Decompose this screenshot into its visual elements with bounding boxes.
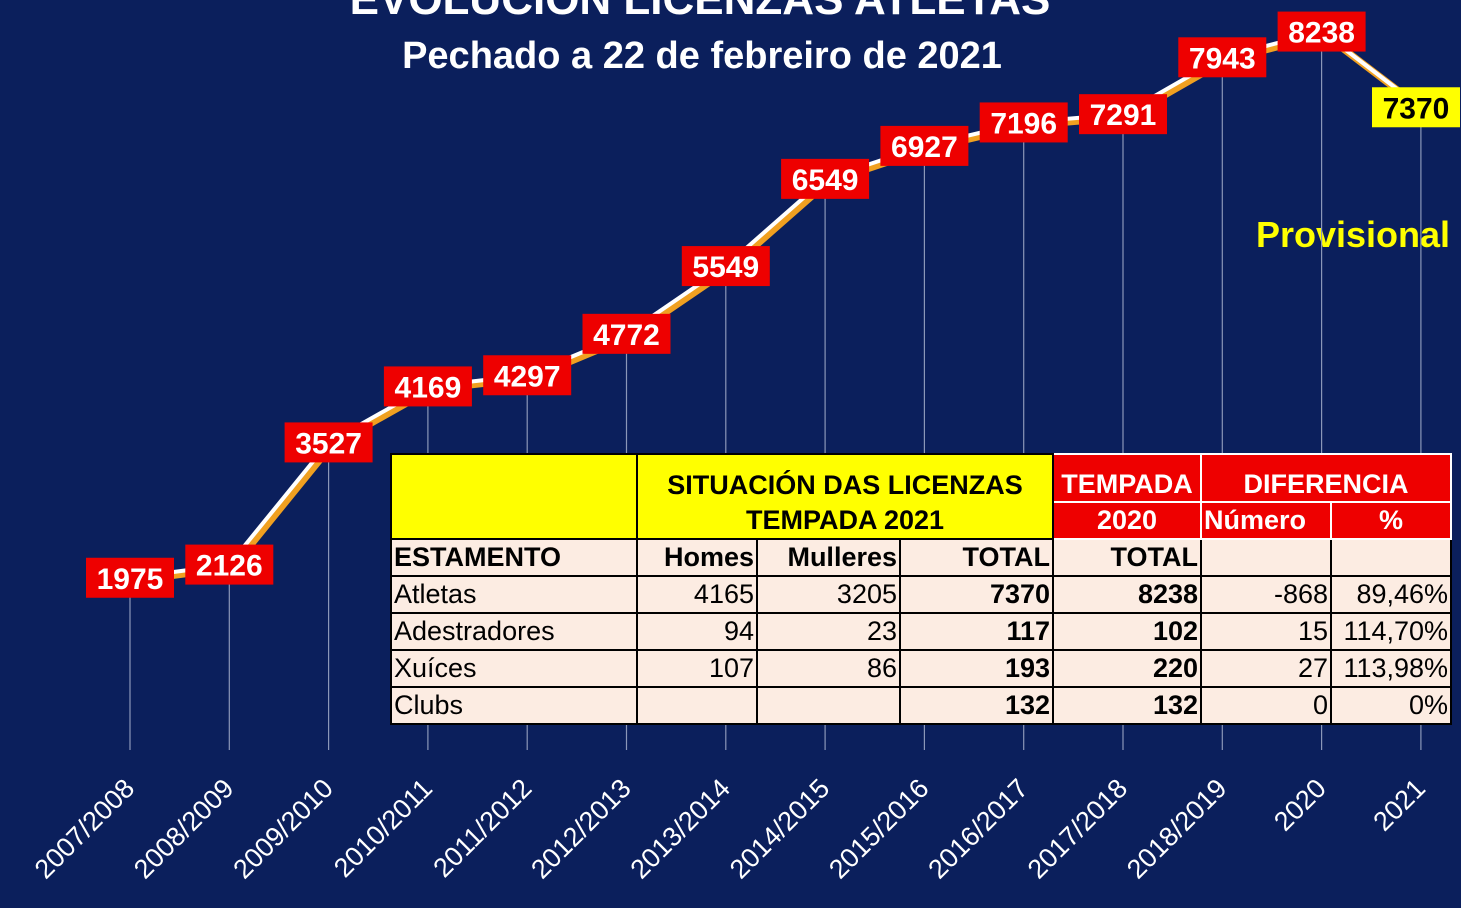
- table-row: SITUACIÓN DAS LICENZAS TEMPADA DIFERENCIA: [390, 453, 1453, 540]
- table-cell: Clubs: [390, 686, 638, 725]
- value-label: 4169: [395, 371, 462, 404]
- value-label-box: [185, 544, 274, 585]
- table-cell: SITUACIÓN DAS LICENZAS: [635, 453, 1055, 502]
- x-tick-label: 2014/2015: [724, 773, 835, 884]
- value-label: 7291: [1090, 99, 1157, 132]
- table-cell: 94: [636, 612, 758, 651]
- chart-title: EVOLUCIÓN LICENZAS ATLETAS: [350, 0, 1051, 24]
- x-tick-label: 2016/2017: [922, 773, 1033, 884]
- table-cell: ESTAMENTO: [390, 538, 638, 577]
- table-cell: Homes: [636, 538, 758, 577]
- table-cell: 132: [898, 686, 1055, 725]
- value-label: 3527: [295, 427, 362, 460]
- x-tick-label: 2011/2012: [427, 773, 537, 883]
- table-row: Clubs 132 132 0 0%: [390, 686, 1453, 725]
- table-cell: Xuíces: [390, 649, 638, 688]
- value-label: 8238: [1288, 17, 1355, 50]
- table-cell: 113,98%: [1330, 649, 1453, 688]
- table-cell: [756, 686, 901, 725]
- table-cell: 0: [1200, 686, 1333, 725]
- labels: 1975 2126 3527 4169 4297 4772 5549 6549 6927 7196…: [86, 11, 1460, 598]
- value-label: 2126: [196, 550, 263, 583]
- table-cell: Mulleres: [756, 538, 901, 577]
- x-tick-label: 2007/2008: [29, 773, 140, 884]
- table-cell: 27: [1200, 649, 1333, 688]
- value-label: 6549: [792, 164, 859, 197]
- x-tick-label: 2008/2009: [128, 773, 239, 884]
- value-label: 1975: [97, 563, 164, 596]
- table-row: Adestradores 94 23 117 102 15 114,70%: [390, 612, 1453, 651]
- table-cell: 107: [636, 649, 758, 688]
- value-label-box: [383, 366, 472, 407]
- table-cell: 0%: [1330, 686, 1453, 725]
- table-cell: 86: [756, 649, 901, 688]
- value-label-box: [1372, 87, 1460, 128]
- table-cell: [390, 453, 638, 540]
- x-tick-label: 2021: [1367, 773, 1431, 837]
- table-cell: 193: [898, 649, 1055, 688]
- table-cell: [1330, 538, 1453, 577]
- value-label: 7196: [990, 107, 1057, 140]
- table-cell: 117: [898, 612, 1055, 651]
- x-tick-label: 2013/2014: [625, 773, 736, 884]
- x-tick-label: 2012/2013: [525, 773, 636, 884]
- table-cell: 220: [1052, 649, 1203, 688]
- value-label-box: [1277, 11, 1366, 52]
- value-label: 5549: [692, 251, 759, 284]
- table-cell: 89,46%: [1330, 575, 1453, 614]
- value-label: 4772: [593, 319, 660, 352]
- x-tick-label: 2009/2010: [227, 773, 338, 884]
- value-label: 6927: [891, 131, 958, 164]
- table-cell: 15: [1200, 612, 1333, 651]
- value-label-box: [86, 557, 174, 598]
- table-cell: 4165: [636, 575, 758, 614]
- value-label-box: [781, 158, 870, 199]
- x-tick-label: 2017/2018: [1022, 773, 1133, 884]
- value-label: 4297: [494, 360, 561, 393]
- x-tick-label: 2020: [1268, 773, 1332, 837]
- table-cell: 102: [1052, 612, 1203, 651]
- table-row: Xuíces 107 86 193 220 27 113,98%: [390, 649, 1453, 688]
- summary-table: SITUACIÓN DAS LICENZAS TEMPADA DIFERENCIA T…: [390, 453, 1453, 725]
- table-cell: 23: [756, 612, 901, 651]
- table-cell: 3205: [756, 575, 901, 614]
- table-cell: TOTAL: [898, 538, 1055, 577]
- value-label: 7370: [1383, 92, 1450, 125]
- x-tick-label: 2018/2019: [1121, 773, 1232, 884]
- value-label-box: [1079, 94, 1167, 135]
- table-cell: -868: [1200, 575, 1333, 614]
- table-cell: Adestradores: [390, 612, 638, 651]
- x-tick-label: 2010/2011: [328, 773, 438, 883]
- table-cell: DIFERENCIA: [1200, 453, 1453, 503]
- value-label-box: [1178, 37, 1267, 78]
- chart-subtitle: Pechado a 22 de febreiro de 2021: [402, 35, 1002, 77]
- value-label-box: [284, 422, 373, 463]
- table-cell: TOTAL: [1052, 538, 1203, 577]
- table-cell: [1200, 538, 1333, 577]
- table-cell: Atletas: [390, 575, 638, 614]
- table-cell: [636, 686, 758, 725]
- x-tick-label: 2015/2016: [823, 773, 934, 884]
- value-label-box: [880, 125, 969, 166]
- table-row: Atletas 4165 3205 7370 8238 -868 89,46%: [390, 575, 1453, 614]
- table-row: ESTAMENTO Homes Mulleres TOTAL TOTAL: [390, 538, 1453, 577]
- table-cell: TEMPADA: [1052, 453, 1203, 503]
- value-label-box: [483, 355, 572, 396]
- table-cell: 7370: [898, 575, 1055, 614]
- value-label-box: [582, 313, 671, 354]
- value-label-box: [681, 246, 770, 287]
- table-cell: 2020: [1052, 501, 1203, 540]
- table-cell: 114,70%: [1330, 612, 1453, 651]
- annotation: Provisional: [1256, 214, 1450, 255]
- table-cell: 132: [1052, 686, 1203, 725]
- value-label: 7943: [1189, 42, 1256, 75]
- table-cell: %: [1330, 501, 1453, 540]
- value-label-box: [979, 102, 1068, 143]
- table-cell: Número: [1200, 501, 1333, 540]
- table-cell: TEMPADA 2021: [635, 502, 1055, 540]
- table-cell: 8238: [1052, 575, 1203, 614]
- table-row: TEMPADA 2021 2020 Número%: [391, 501, 1453, 540]
